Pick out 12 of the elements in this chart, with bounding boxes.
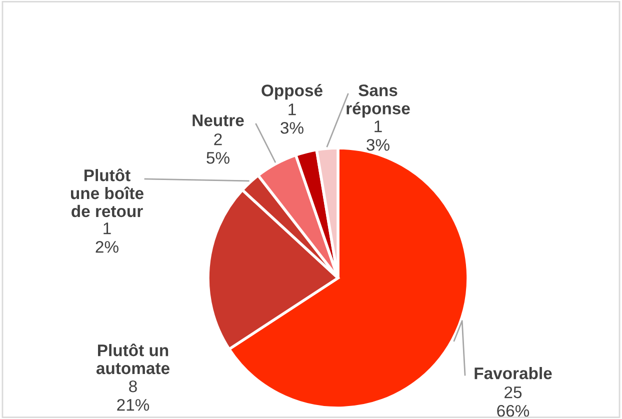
data-label: 8 21%	[117, 380, 150, 411]
data-label: 1 3%	[366, 120, 390, 151]
slice-label: Opposé	[262, 84, 322, 100]
slice-label: Sans réponse	[346, 84, 410, 118]
slice-label: Plutôt une boîte de retour	[71, 168, 144, 218]
data-label: 25 66%	[497, 386, 530, 417]
data-label: 2 5%	[206, 133, 230, 164]
data-label: 1 2%	[96, 222, 118, 253]
slice-label: Plutôt un automate	[96, 344, 170, 374]
data-label: 1 3%	[280, 104, 304, 134]
slice-label: Favorable	[474, 367, 552, 380]
slice-label: Neutre	[192, 114, 244, 126]
